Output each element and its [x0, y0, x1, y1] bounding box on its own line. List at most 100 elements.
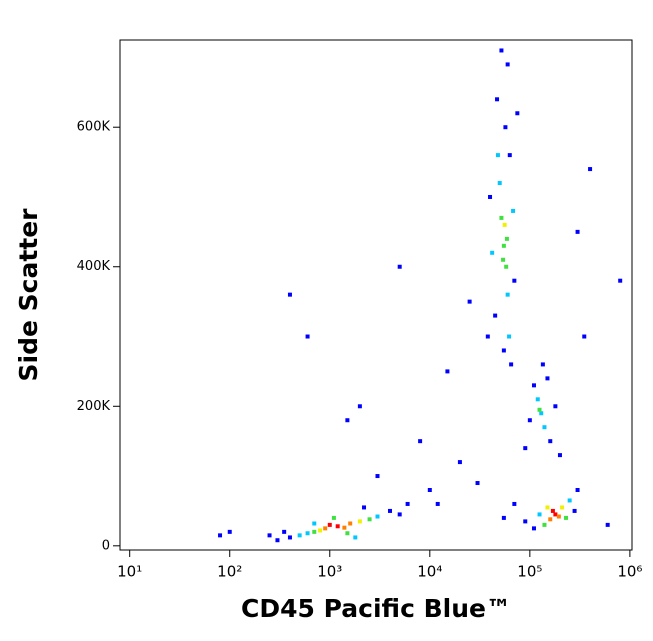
event-point	[504, 264, 509, 269]
event-point	[548, 517, 553, 522]
event-point	[539, 411, 544, 416]
event-point	[331, 515, 336, 520]
event-point	[545, 376, 550, 381]
event-point	[523, 446, 528, 451]
event-point	[305, 531, 310, 536]
event-point	[531, 383, 536, 388]
plot-frame	[119, 39, 633, 551]
event-point	[475, 481, 480, 486]
event-point	[387, 508, 392, 513]
event-point	[397, 512, 402, 517]
event-point	[342, 525, 347, 530]
y-axis-title: Side Scatter	[14, 208, 43, 382]
event-point	[502, 222, 507, 227]
x-axis-title: CD45 Pacific Blue™	[241, 594, 511, 623]
event-point	[375, 514, 380, 519]
event-point	[499, 215, 504, 220]
event-point	[297, 533, 302, 538]
event-point	[507, 334, 512, 339]
x-tick-label: 10⁶	[617, 563, 642, 581]
event-point	[618, 278, 623, 283]
x-tick-label: 10³	[317, 563, 342, 581]
event-point	[537, 512, 542, 517]
event-point	[605, 522, 610, 527]
event-point	[467, 299, 472, 304]
event-point	[564, 515, 569, 520]
event-point	[575, 488, 580, 492]
event-point	[362, 505, 367, 510]
event-point	[499, 48, 504, 53]
event-point	[557, 453, 562, 458]
y-tick-label: 200K	[77, 399, 111, 414]
y-tick-label: 600K	[77, 120, 111, 135]
event-point	[305, 334, 310, 339]
event-point	[588, 167, 593, 172]
event-point	[567, 498, 572, 503]
event-point	[553, 404, 558, 409]
event-point	[504, 236, 509, 241]
event-point	[501, 348, 506, 353]
event-point	[287, 535, 292, 540]
event-point	[495, 153, 500, 158]
event-point	[537, 407, 542, 412]
event-point	[485, 334, 490, 339]
event-point	[560, 505, 565, 510]
event-point	[367, 517, 372, 522]
x-tick-label: 10⁴	[417, 563, 442, 581]
event-point	[282, 529, 287, 534]
event-point	[497, 181, 502, 186]
event-point	[348, 521, 353, 526]
event-point	[488, 194, 493, 199]
event-point	[545, 505, 550, 510]
y-tick-label: 0	[102, 538, 110, 553]
event-point	[353, 535, 358, 540]
event-point	[345, 418, 350, 423]
event-point	[540, 362, 545, 367]
event-point	[227, 529, 232, 534]
event-point	[550, 508, 555, 513]
event-point	[505, 292, 510, 297]
event-point	[357, 404, 362, 409]
event-point	[312, 521, 317, 526]
event-point	[535, 397, 540, 402]
event-point	[501, 515, 506, 520]
event-point	[553, 512, 558, 517]
event-point	[405, 501, 410, 506]
event-point	[505, 62, 510, 67]
event-point	[327, 522, 332, 527]
event-point	[512, 278, 517, 283]
event-point	[501, 243, 506, 248]
event-point	[435, 501, 440, 506]
event-point	[490, 250, 495, 255]
event-point	[572, 508, 577, 513]
event-point	[509, 362, 514, 367]
x-tick-label: 10⁵	[517, 563, 542, 581]
event-point	[575, 229, 580, 234]
event-point	[507, 153, 512, 158]
event-point	[345, 531, 350, 536]
event-point	[503, 125, 508, 130]
event-point	[493, 313, 498, 318]
event-point	[542, 425, 547, 430]
event-point	[218, 533, 223, 538]
event-point	[457, 460, 462, 465]
event-point	[523, 519, 528, 524]
event-point	[582, 334, 587, 339]
event-point	[335, 524, 340, 529]
event-point	[511, 208, 516, 213]
event-point	[515, 111, 520, 116]
event-point	[445, 369, 450, 374]
event-point	[267, 533, 272, 538]
event-point	[418, 439, 423, 444]
event-point	[531, 526, 536, 531]
event-point	[357, 519, 362, 524]
x-tick-label: 10²	[217, 563, 242, 581]
y-tick-label: 400K	[77, 259, 111, 274]
event-point	[512, 501, 517, 506]
event-point	[397, 264, 402, 269]
event-point	[542, 522, 547, 527]
event-point	[275, 538, 280, 543]
event-point	[501, 257, 506, 262]
event-point	[548, 439, 553, 444]
